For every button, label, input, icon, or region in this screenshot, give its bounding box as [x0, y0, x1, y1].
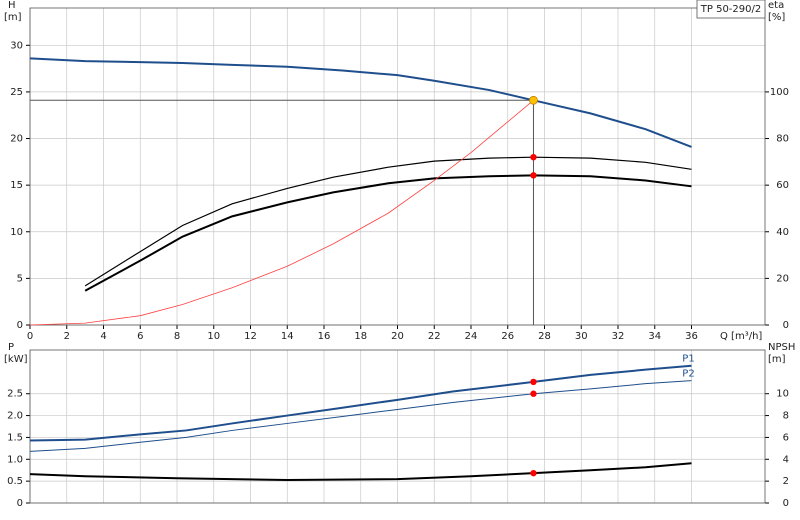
y-tick-label: 2.5	[7, 389, 23, 400]
x-tick-label: 28	[538, 331, 551, 342]
x-tick-label: 22	[428, 331, 441, 342]
y-tick-label: 1.5	[7, 432, 23, 443]
y2-tick-label: 60	[776, 180, 789, 191]
y-tick-label: 2.0	[7, 411, 23, 422]
y2-tick-label: 4	[783, 454, 789, 465]
x-tick-label: 16	[318, 331, 331, 342]
x-tick-label: 6	[137, 331, 143, 342]
curve	[29, 380, 692, 452]
y2-tick-label: 10	[776, 389, 789, 400]
y-tick-label: 30	[10, 40, 23, 51]
y-tick-label: 10	[10, 227, 23, 238]
y-tick-label: 0	[17, 498, 23, 509]
y-tick-label: 5	[17, 273, 23, 284]
x-tick-label: 24	[465, 331, 478, 342]
y2-tick-label: 100	[770, 87, 789, 98]
x-tick-label: 36	[685, 331, 698, 342]
y2-axis-label: eta	[768, 0, 784, 11]
y-tick-label: 15	[10, 180, 23, 191]
curve	[29, 364, 692, 442]
curve	[29, 57, 692, 148]
x-tick-label: 8	[174, 331, 180, 342]
x-tick-label: 18	[354, 331, 367, 342]
y-tick-label: 25	[10, 87, 23, 98]
x-tick-label: 26	[501, 331, 514, 342]
y2-tick-label: 2	[783, 476, 789, 487]
series-label: P2	[682, 369, 694, 380]
x-tick-label: 0	[27, 331, 33, 342]
point-marker	[530, 153, 537, 161]
x-tick-label: 2	[64, 331, 70, 342]
point-marker	[530, 469, 537, 477]
y2-tick-label: 8	[783, 411, 789, 422]
x-tick-label: 30	[575, 331, 588, 342]
y2-axis-unit: [%]	[768, 12, 785, 23]
y2-tick-label: 6	[783, 432, 789, 443]
plot-frame	[29, 7, 766, 326]
y2-tick-label: 0	[783, 498, 789, 509]
title-box	[696, 0, 766, 19]
curve	[84, 174, 692, 292]
y2-tick-label: 0	[783, 320, 789, 331]
x-tick-label: 34	[648, 331, 661, 342]
y-axis-label: H	[8, 0, 16, 11]
y-tick-label: 20	[10, 134, 23, 145]
duty-point	[529, 95, 538, 105]
x-axis-label: Q [m³/h]	[720, 331, 762, 342]
plot-frame	[29, 349, 766, 504]
x-tick-label: 12	[244, 331, 257, 342]
y-axis-unit: [kW]	[4, 354, 28, 365]
y2-tick-label: 40	[776, 227, 789, 238]
point-marker	[530, 390, 537, 397]
y-axis-label: P	[8, 342, 14, 353]
y2-tick-label: 80	[776, 134, 789, 145]
chart-title: TP 50-290/2	[700, 4, 761, 15]
y-tick-label: 0.5	[7, 476, 23, 487]
point-marker	[530, 378, 537, 386]
x-tick-label: 14	[281, 331, 294, 342]
x-tick-label: 32	[612, 331, 625, 342]
curve	[29, 99, 534, 326]
y-tick-label: 1.0	[7, 454, 23, 465]
y2-tick-label: 20	[776, 273, 789, 284]
curve	[29, 462, 692, 482]
x-tick-label: 4	[100, 331, 106, 342]
y-tick-label: 0	[17, 320, 23, 331]
curve	[84, 156, 692, 287]
y-axis-unit: [m]	[4, 12, 22, 23]
x-tick-label: 20	[391, 331, 404, 342]
point-marker	[530, 172, 537, 179]
series-label: P1	[682, 354, 694, 365]
x-tick-label: 10	[207, 331, 220, 342]
y2-axis-label: NPSH	[768, 342, 795, 353]
y2-axis-unit: [m]	[768, 354, 786, 365]
